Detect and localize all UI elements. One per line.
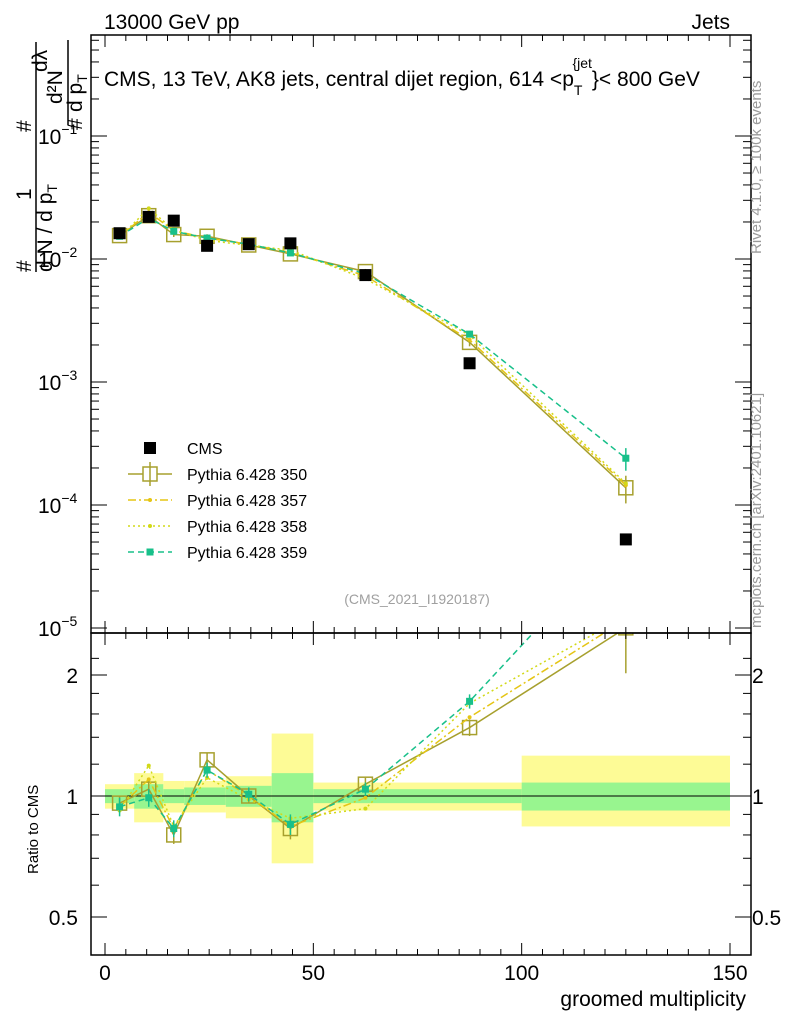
main-marker-359 [622, 454, 630, 462]
rivet-label: Rivet 4.1.0, ≥ 100k events [748, 81, 765, 254]
main-marker-359 [466, 330, 474, 338]
main-marker-359 [170, 227, 178, 235]
main-series-layer [111, 206, 634, 546]
ratio-marker [363, 806, 368, 811]
y-label-dn-dpt: d N / d pT [34, 184, 60, 272]
main-cms-point [142, 210, 155, 223]
y-tick-label-main: 10−1 [38, 121, 78, 149]
legend: CMS Pythia 6.428 350 Pythia 6.428 357 Pythi… [128, 441, 307, 562]
y-label-dpt: d pT [64, 74, 90, 112]
main-cms-point [284, 237, 297, 250]
x-tick-label: 50 [302, 962, 325, 985]
legend-marker-359 [146, 548, 154, 556]
band-inner-5 [271, 773, 314, 823]
legend-label: Pythia 6.428 359 [187, 545, 307, 562]
plot-title: CMS, 13 TeV, AK8 jets, central dijet reg… [104, 55, 700, 98]
x-axis-label: groomed multiplicity [560, 988, 746, 1011]
main-marker [467, 337, 472, 342]
main-cms-point [167, 214, 180, 227]
main-cms-point [619, 533, 632, 546]
ratio-marker-359 [286, 820, 294, 828]
ratio-marker-359 [116, 803, 124, 811]
legend-label: Pythia 6.428 358 [187, 519, 307, 536]
x-tick-label: 100 [504, 962, 539, 985]
legend-item-0: CMS [144, 441, 223, 458]
ratio-marker-359 [466, 697, 474, 705]
ratio-frame [90, 632, 752, 956]
ratio-marker [146, 777, 151, 782]
band-inner-8 [521, 782, 730, 811]
title-subscript: T [574, 82, 583, 98]
legend-label: Pythia 6.428 357 [187, 493, 307, 510]
y-label-dlambda: dλ [29, 49, 52, 72]
mcplots-label: mcplots.cern.ch [arXiv:2401.10621] [748, 393, 765, 628]
y-axis-label-main: # 1 d N / d pT # d²N # d pT dλ [13, 40, 90, 272]
legend-item-3: Pythia 6.428 358 [128, 519, 307, 536]
main-cms-point [201, 239, 214, 252]
y-tick-label-main: 10−4 [38, 490, 78, 518]
title-superscript: {jet [572, 55, 592, 71]
main-marker-350 [166, 226, 182, 243]
y-tick-label-ratio-left: 0.5 [49, 907, 78, 930]
legend-marker [148, 524, 152, 528]
y-label-hash-2: # [13, 120, 36, 132]
x-tick-label: 0 [99, 962, 111, 985]
y-tick-label-main: 10−5 [38, 613, 78, 641]
main-frame [90, 34, 752, 634]
main-marker-359 [286, 249, 294, 257]
y-label-hash-3: # [64, 118, 87, 130]
ratio-marker [146, 763, 151, 768]
ratio-marker [467, 715, 472, 720]
header-right: Jets [691, 11, 730, 34]
ratio-marker [363, 795, 368, 800]
legend-item-4: Pythia 6.428 359 [128, 545, 307, 562]
y-axis-label-ratio: Ratio to CMS [25, 785, 42, 874]
main-marker-359 [203, 234, 211, 242]
ratio-marker-359 [203, 766, 211, 774]
main-cms-point [463, 357, 476, 370]
main-cms-point [242, 238, 255, 251]
main-line-359 [119, 217, 627, 459]
y-tick-label-main: 10−2 [38, 244, 78, 272]
y-tick-label-ratio-left: 1 [66, 786, 78, 809]
legend-item-1: Pythia 6.428 350 [128, 462, 307, 486]
header-left: 13000 GeV pp [104, 11, 239, 34]
legend-label: Pythia 6.428 350 [187, 467, 307, 484]
y-label-one: 1 [13, 188, 36, 200]
y-tick-label-ratio-left: 2 [66, 665, 78, 688]
y-label-d2n: d²N [44, 70, 67, 104]
y-tick-label-ratio-right: 0.5 [752, 907, 781, 930]
ratio-marker-359 [145, 794, 153, 802]
ratio-marker [624, 617, 628, 621]
main-marker [146, 206, 151, 211]
y-tick-label-ratio-right: 1 [752, 786, 764, 809]
main-marker-350 [618, 480, 634, 496]
ratio-marker-359 [170, 825, 178, 833]
main-marker [623, 481, 628, 486]
ratio-uncertainty-bands [105, 733, 730, 864]
y-tick-label-ratio-right: 2 [752, 665, 764, 688]
legend-marker [148, 498, 152, 502]
legend-item-2: Pythia 6.428 357 [128, 493, 307, 510]
ratio-marker-350 [461, 719, 478, 736]
ratio-marker-359 [361, 785, 369, 793]
axes-layer: 0 50 100 150 10−1 10−2 10−3 10−4 10−5 0.5 0.5 1 1 2 2 [38, 34, 781, 985]
ratio-marker-359 [245, 790, 253, 798]
title-main: CMS, 13 TeV, AK8 jets, central dijet reg… [104, 68, 574, 91]
title-end: }< 800 GeV [592, 68, 700, 91]
y-tick-label-main: 10−3 [38, 367, 78, 395]
main-cms-point [113, 227, 126, 240]
y-label-hash: # [13, 260, 36, 272]
legend-label: CMS [187, 441, 223, 458]
main-cms-point [359, 269, 372, 282]
legend-marker-cms [144, 442, 156, 454]
analysis-id: (CMS_2021_I1920187) [344, 591, 490, 607]
ratio-marker [624, 614, 628, 618]
x-tick-label: 150 [712, 962, 747, 985]
